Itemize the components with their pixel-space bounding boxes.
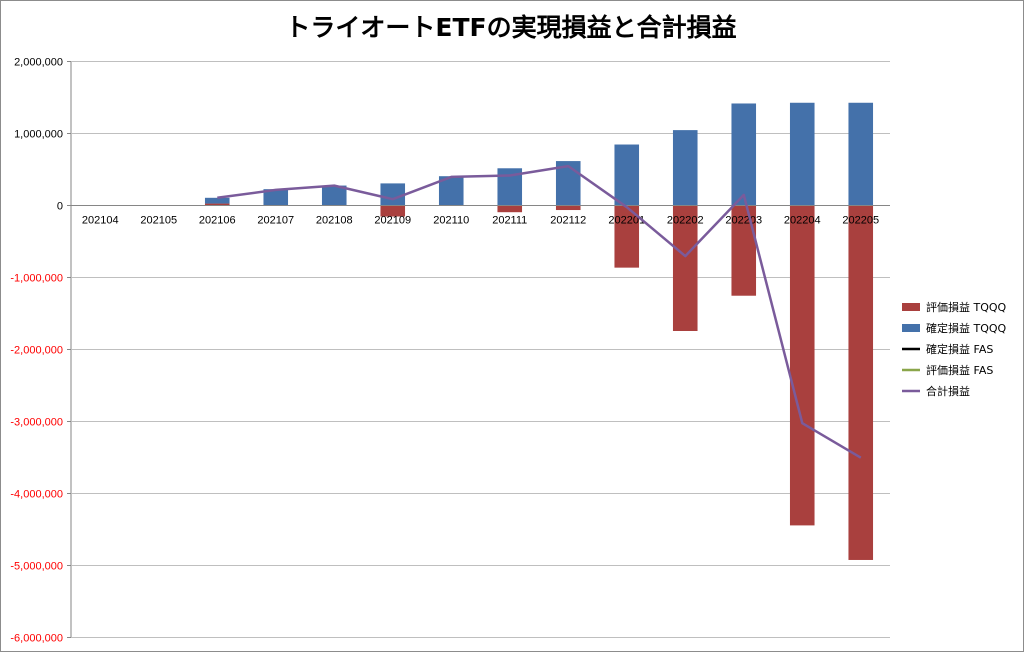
x-tick-label: 202107	[257, 215, 294, 227]
legend: 評価損益 TQQQ 確定損益 TQQQ 確定損益 FAS 評価損益 FAS 合計損益	[902, 300, 1007, 398]
legend-label: 評価損益 TQQQ	[926, 300, 1007, 314]
bar	[321, 185, 347, 205]
bar	[204, 203, 230, 205]
legend-label: 合計損益	[926, 384, 970, 398]
series-lines	[217, 164, 862, 459]
bar	[204, 197, 230, 204]
bar	[497, 205, 523, 213]
legend-swatch	[902, 324, 920, 332]
y-tick-label: 2,000,000	[14, 57, 63, 69]
x-tick-label: 202111	[492, 215, 527, 227]
bar	[789, 102, 815, 205]
bars	[204, 102, 874, 560]
bar	[731, 103, 757, 205]
bar	[263, 189, 289, 205]
y-tick-labels: 2,000,000 1,000,000 0 -1,000,000 -2,000,000 -…	[10, 57, 63, 645]
y-tick-label: -2,000,000	[10, 345, 63, 357]
grid-lines	[67, 61, 890, 638]
legend-label: 確定損益 FAS	[926, 342, 993, 356]
legend-label: 評価損益 FAS	[926, 363, 993, 377]
x-tick-label: 202110	[433, 215, 469, 227]
y-tick-label: 0	[57, 201, 63, 213]
x-tick-label: 202203	[725, 215, 762, 227]
legend-swatch	[902, 303, 920, 311]
x-tick-labels: 202104 202105 202106 202107 202108 202109 2021…	[82, 215, 879, 227]
bar	[672, 205, 698, 331]
bar	[848, 205, 874, 560]
x-tick-label: 202205	[842, 215, 879, 227]
x-tick-label: 202106	[199, 215, 236, 227]
legend-label: 確定損益 TQQQ	[926, 321, 1007, 335]
x-tick-label: 202201	[608, 215, 645, 227]
y-tick-label: -1,000,000	[10, 273, 63, 285]
chart-title: トライオートETFの実現損益と合計損益	[285, 13, 737, 42]
y-tick-label: -3,000,000	[10, 417, 63, 429]
bar	[380, 183, 406, 205]
bar	[848, 102, 874, 205]
bar	[380, 205, 406, 217]
x-tick-label: 202204	[784, 215, 821, 227]
bar	[789, 205, 815, 526]
x-tick-label: 202108	[316, 215, 353, 227]
bar	[731, 205, 757, 296]
y-tick-label: -6,000,000	[10, 633, 63, 645]
bar	[614, 144, 640, 205]
x-tick-label: 202105	[140, 215, 177, 227]
bar	[672, 130, 698, 205]
x-tick-label: 202109	[374, 215, 411, 227]
y-tick-label: 1,000,000	[14, 129, 63, 141]
y-tick-label: -5,000,000	[10, 561, 63, 573]
y-tick-label: -4,000,000	[10, 489, 63, 501]
series-line	[217, 164, 862, 459]
x-tick-label: 202104	[82, 215, 119, 227]
x-tick-label: 202202	[667, 215, 704, 227]
x-tick-label: 202112	[550, 215, 586, 227]
bar	[555, 205, 581, 211]
